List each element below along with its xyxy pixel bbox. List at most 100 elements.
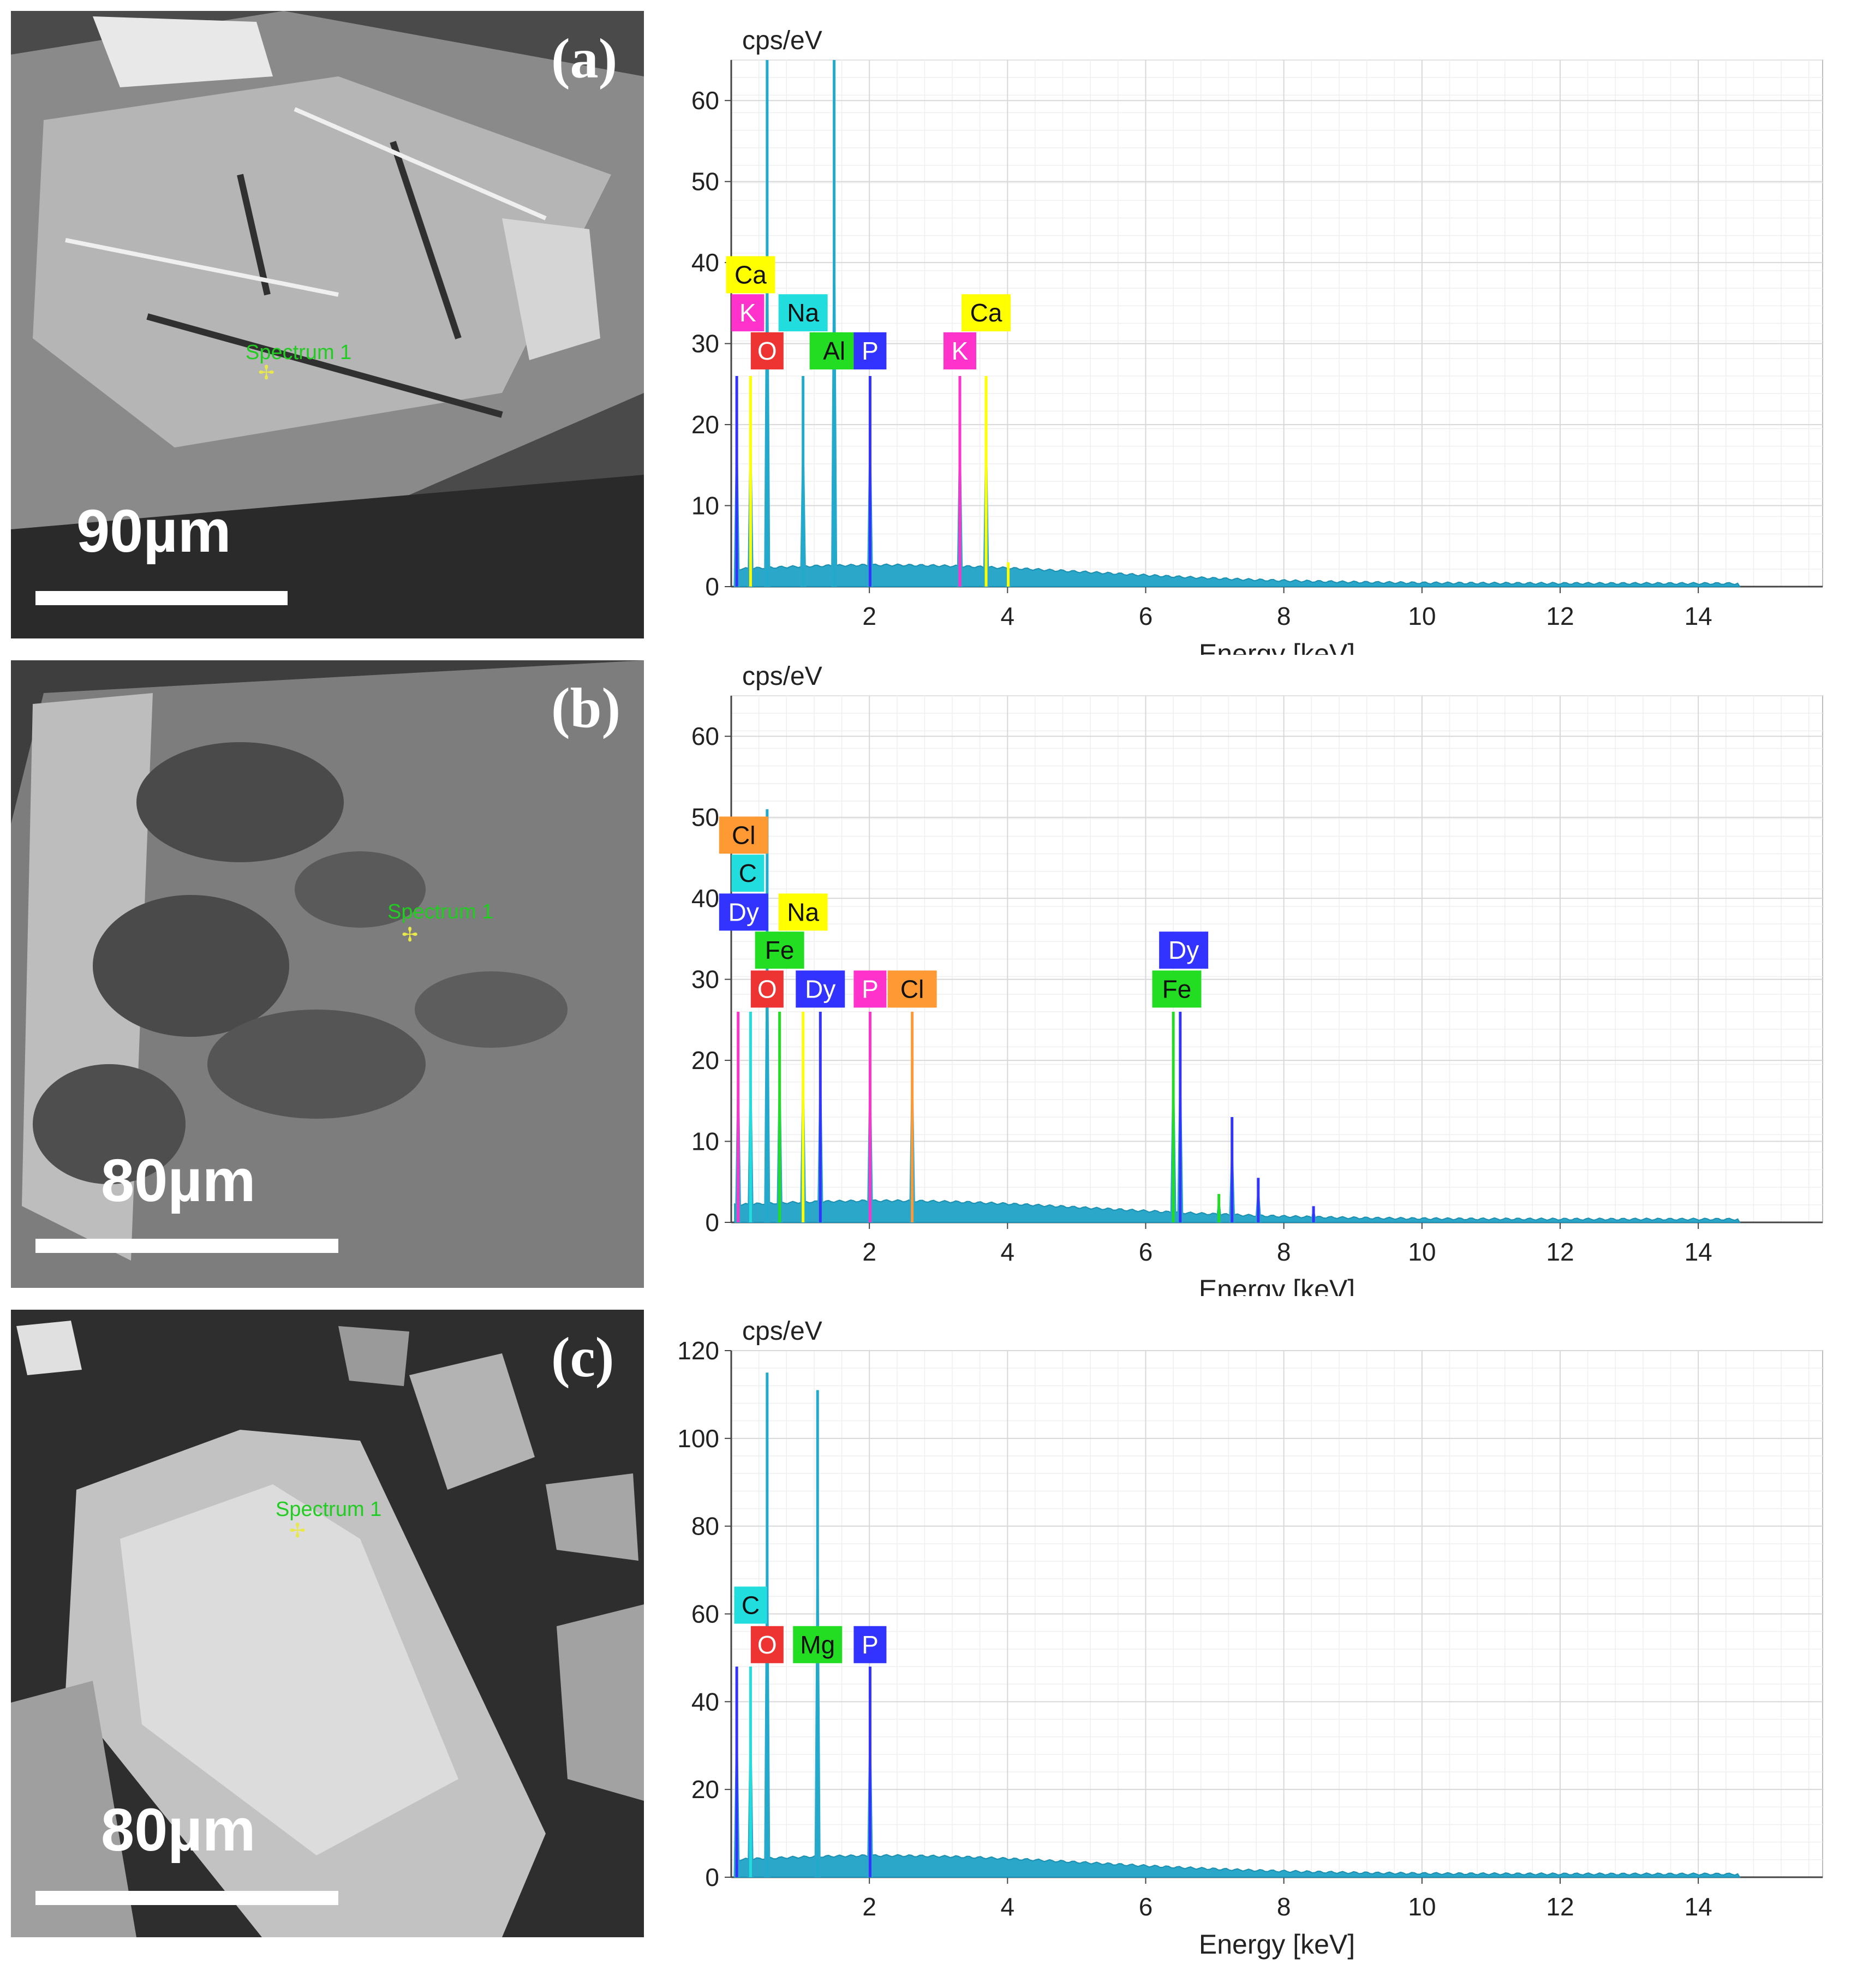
element-label: P: [862, 1631, 879, 1659]
y-tick-label: 50: [691, 803, 719, 832]
y-tick-label: 100: [677, 1424, 719, 1453]
x-tick-label: 8: [1277, 602, 1291, 630]
scale-label-b: 80µm: [101, 1147, 256, 1214]
element-label: C: [742, 1591, 760, 1619]
x-tick-label: 12: [1546, 1893, 1574, 1921]
element-label-box: [726, 256, 775, 294]
y-tick-label: 120: [677, 1336, 719, 1365]
y-tick-label: 0: [705, 1208, 719, 1237]
element-label: Fe: [1162, 975, 1192, 1003]
scale-label-c: 80µm: [101, 1796, 256, 1864]
x-tick-label: 2: [862, 602, 876, 630]
y-tick-label: 20: [691, 1046, 719, 1074]
element-label: P: [862, 975, 879, 1003]
spectrum-label-b: Spectrum 1: [387, 900, 494, 923]
element-label: P: [862, 337, 879, 365]
element-label-box: [755, 932, 804, 969]
element-label: Mg: [800, 1631, 835, 1659]
x-tick-label: 6: [1139, 602, 1153, 630]
spectrum-marker-a: ✢: [258, 361, 275, 384]
sem-texture-b: [11, 660, 644, 1288]
x-tick-label: 12: [1546, 1238, 1574, 1266]
y-axis-label: cps/eV: [742, 1317, 822, 1346]
x-tick-label: 8: [1277, 1893, 1291, 1921]
element-label: Dy: [1168, 936, 1199, 964]
sem-image-b: (b) 80µm Spectrum 1 ✢: [11, 660, 644, 1288]
element-label-box: [731, 294, 765, 332]
x-tick-label: 14: [1685, 602, 1712, 630]
element-label: Dy: [805, 975, 835, 1003]
x-tick-label: 10: [1408, 1238, 1436, 1266]
x-axis-label: Energy [keV]: [1199, 1274, 1355, 1296]
element-label-box: [1152, 970, 1202, 1008]
element-label-box: [962, 294, 1011, 332]
element-label: Na: [787, 299, 819, 327]
y-tick-label: 30: [691, 330, 719, 358]
scale-bar-b: [35, 1239, 338, 1253]
element-label: O: [757, 337, 777, 365]
x-tick-label: 14: [1685, 1238, 1712, 1266]
element-label: Na: [787, 898, 819, 926]
x-tick-label: 10: [1408, 602, 1436, 630]
x-tick-label: 4: [1001, 1238, 1015, 1266]
element-label-box: [778, 294, 828, 332]
y-tick-label: 10: [691, 1127, 719, 1156]
sem-texture-c: [11, 1310, 644, 1937]
element-label-box: [750, 1626, 784, 1663]
element-label-box: [853, 332, 887, 369]
x-tick-label: 6: [1139, 1893, 1153, 1921]
y-tick-label: 60: [691, 86, 719, 115]
element-label-box: [731, 855, 765, 892]
scale-label-a: 90µm: [76, 498, 231, 565]
element-label-box: [943, 332, 976, 369]
x-tick-label: 4: [1001, 602, 1015, 630]
element-label-box: [734, 1586, 767, 1624]
y-tick-label: 40: [691, 248, 719, 277]
y-axis-label: cps/eV: [742, 26, 822, 55]
element-label: K: [739, 299, 756, 327]
element-label-box: [719, 893, 768, 931]
sem-texture-a: [11, 11, 644, 638]
element-label-box: [793, 1626, 843, 1663]
scale-bar-a: [35, 591, 288, 605]
x-axis-label: Energy [keV]: [1199, 1929, 1355, 1960]
x-tick-label: 2: [862, 1893, 876, 1921]
y-tick-label: 20: [691, 1775, 719, 1804]
y-tick-label: 10: [691, 492, 719, 520]
element-label: Ca: [970, 299, 1002, 327]
eds-chart-svg-c: 0 20 40 60 80 100 120 2 4 6 8 10 12 14 cps/eV Energy [k…: [677, 1317, 1823, 1960]
element-label: K: [952, 337, 969, 365]
element-label: Al: [823, 337, 845, 365]
sem-image-c: (c) 80µm Spectrum 1 ✢: [11, 1310, 644, 1937]
spectrum-continuum: [734, 1854, 1741, 1878]
element-label-box: [809, 332, 859, 369]
eds-chart-c: 0 20 40 60 80 100 120 2 4 6 8 10 12 14 cps/eV Energy [k…: [644, 1296, 1857, 1960]
spectrum-label-a: Spectrum 1: [246, 341, 352, 364]
element-label-box: [887, 970, 937, 1008]
y-tick-label: 80: [691, 1512, 719, 1541]
panel-letter-c: (c): [551, 1326, 614, 1389]
spectrum-label-c: Spectrum 1: [276, 1498, 382, 1521]
y-tick-label: 40: [691, 884, 719, 912]
eds-chart-a: 0 10 20 30 40 50 60 2 4 6 8 10 12 14 cps/eV Energy [keV…: [644, 0, 1857, 655]
element-label-box: [750, 332, 784, 369]
x-axis-label: Energy [keV]: [1199, 638, 1355, 655]
x-tick-label: 8: [1277, 1238, 1291, 1266]
y-tick-label: 60: [691, 1600, 719, 1628]
y-tick-label: 30: [691, 965, 719, 994]
x-tick-label: 14: [1685, 1893, 1712, 1921]
spectrum-marker-c: ✢: [289, 1519, 306, 1542]
panel-letter-a: (a): [551, 27, 618, 90]
y-tick-label: 40: [691, 1687, 719, 1716]
y-tick-label: 20: [691, 410, 719, 439]
spectrum-marker-b: ✢: [402, 923, 419, 946]
element-label-box: [853, 970, 887, 1008]
element-label: O: [757, 975, 777, 1003]
element-label-box: [750, 970, 784, 1008]
eds-chart-b: 0 10 20 30 40 50 60 2 4 6 8 10 12 14 cps/eV Energy [keV…: [644, 641, 1857, 1296]
element-label-box: [719, 816, 768, 854]
scale-bar-c: [35, 1891, 338, 1905]
eds-chart-svg-b: 0 10 20 30 40 50 60 2 4 6 8 10 12 14 cps/eV Energy [keV…: [691, 662, 1823, 1296]
eds-chart-svg-a: 0 10 20 30 40 50 60 2 4 6 8 10 12 14 cps/eV Energy [keV…: [691, 26, 1823, 655]
x-tick-label: 4: [1001, 1893, 1015, 1921]
